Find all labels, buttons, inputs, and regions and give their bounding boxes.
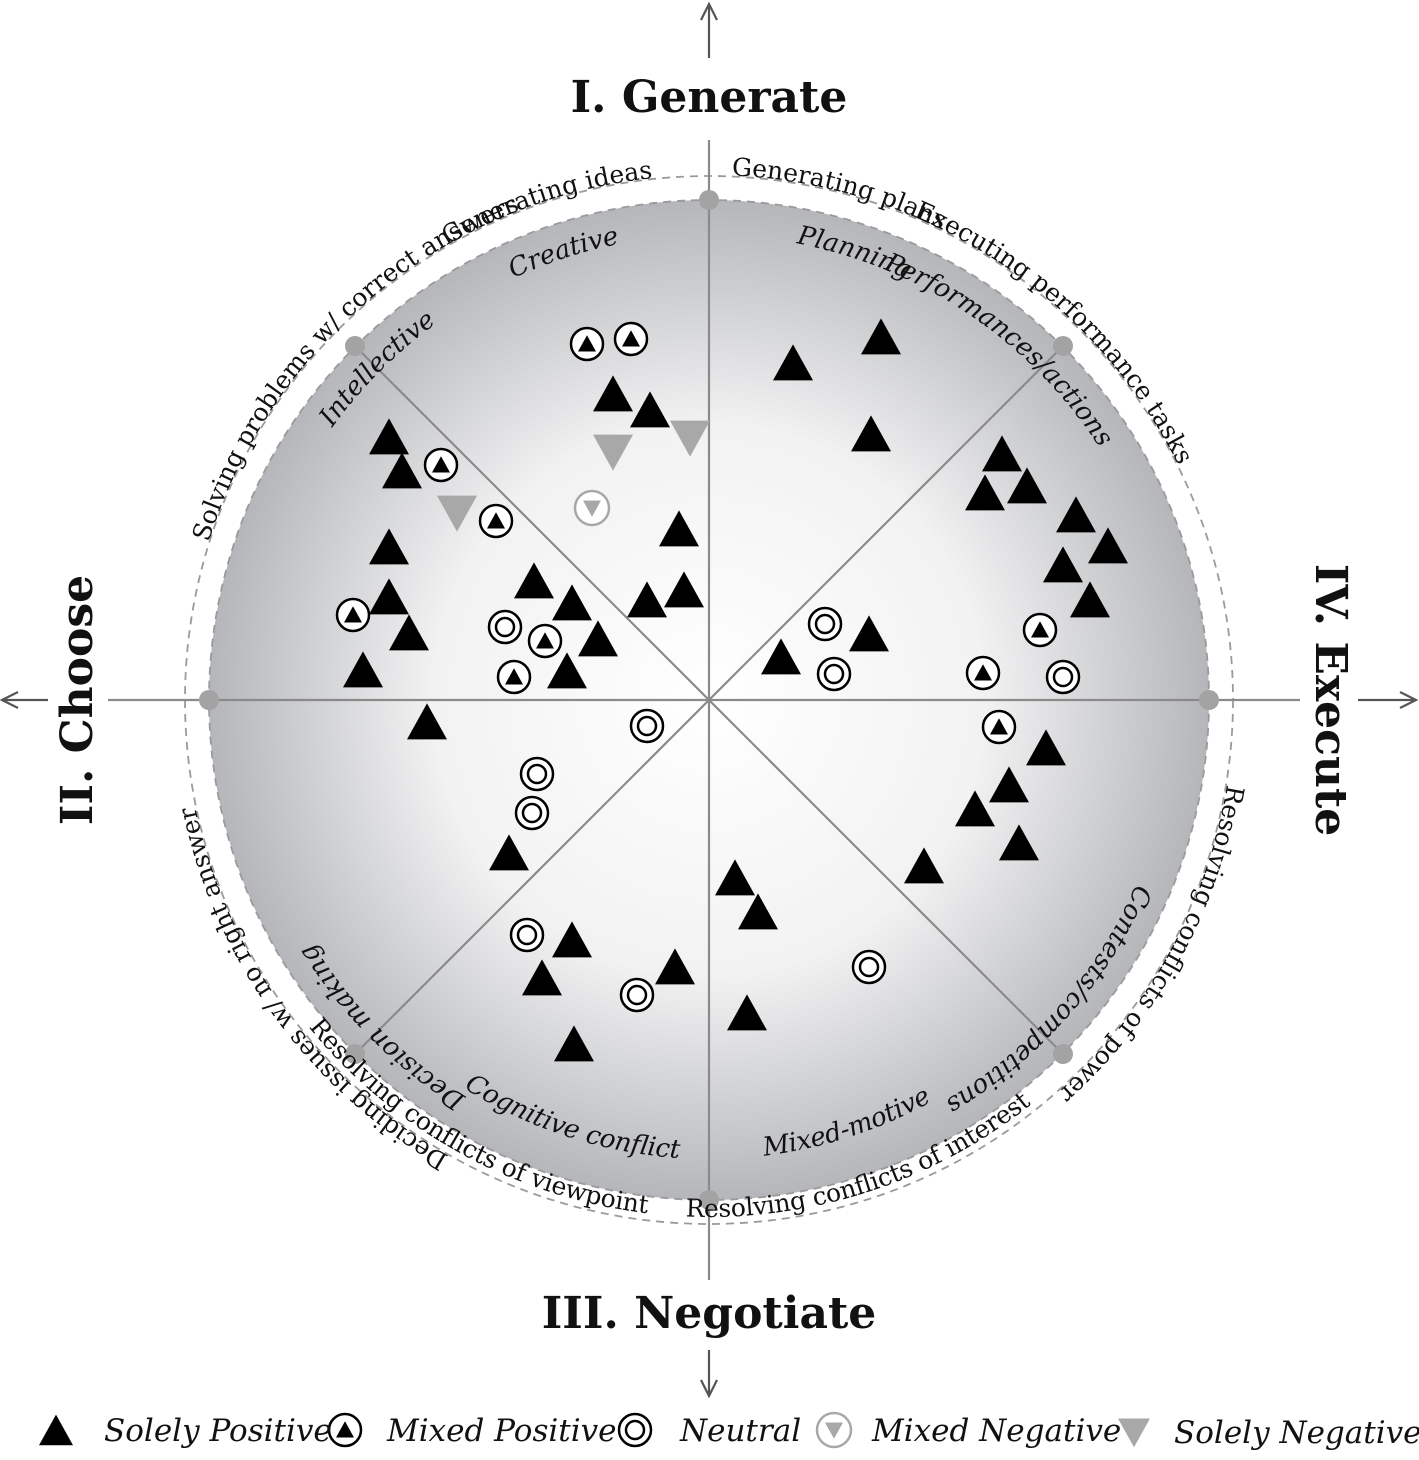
marker-solely-positive — [904, 847, 944, 884]
marker-solely-positive — [861, 318, 901, 355]
legend-label-mixed-negative: Mixed Negative — [871, 1413, 1121, 1449]
marker-solely-negative — [670, 420, 710, 457]
marker-mixed-positive — [327, 1412, 363, 1448]
node — [345, 336, 365, 356]
axes — [108, 140, 1300, 1280]
marker-solely-positive — [522, 959, 562, 996]
quadrant-title-generate: I. Generate — [571, 72, 848, 123]
marker-solely-negative — [1118, 1418, 1150, 1448]
marker-solely-positive — [489, 834, 529, 871]
marker-solely-positive — [989, 766, 1029, 803]
marker-solely-positive — [552, 584, 592, 621]
legend-label-neutral: Neutral — [679, 1413, 801, 1449]
marker-solely-positive — [514, 562, 554, 599]
marker-solely-positive — [578, 620, 618, 657]
marker-solely-positive — [849, 615, 889, 652]
marker-mixed-positive — [423, 447, 459, 483]
node — [345, 1044, 365, 1064]
marker-solely-positive — [715, 859, 755, 896]
marker-solely-positive — [627, 581, 667, 618]
marker-neutral — [617, 1412, 653, 1448]
legend-label-solely-positive: Solely Positive — [104, 1413, 332, 1449]
marker-neutral — [619, 977, 655, 1013]
study-markers — [335, 318, 1128, 1062]
marker-solely-positive — [655, 948, 695, 985]
marker-solely-negative — [437, 495, 477, 532]
quadrant-title-choose: II. Choose — [52, 575, 103, 825]
node — [1053, 1044, 1073, 1064]
marker-solely-positive — [369, 578, 409, 615]
marker-neutral — [509, 917, 545, 953]
marker-neutral — [816, 656, 852, 692]
marker-neutral — [519, 756, 555, 792]
marker-solely-positive — [965, 474, 1005, 511]
marker-solely-positive — [982, 435, 1022, 472]
legend-label-solely-negative: Solely Negative — [1174, 1415, 1419, 1451]
marker-solely-positive — [773, 344, 813, 381]
marker-mixed-negative — [815, 1411, 853, 1449]
quadrant-title-negotiate: III. Negotiate — [542, 1288, 877, 1339]
marker-solely-positive — [761, 638, 801, 675]
marker-neutral — [629, 708, 665, 744]
marker-neutral — [851, 949, 887, 985]
marker-solely-positive — [999, 824, 1039, 861]
marker-solely-positive — [593, 375, 633, 412]
marker-solely-positive — [39, 1414, 73, 1446]
marker-solely-positive — [664, 571, 704, 608]
diagonal-ne-sw — [354, 345, 1064, 1055]
marker-solely-positive — [1088, 527, 1128, 564]
marker-solely-positive — [630, 391, 670, 428]
marker-solely-positive — [1043, 546, 1083, 583]
marker-solely-positive — [369, 418, 409, 455]
marker-solely-positive — [738, 893, 778, 930]
marker-solely-positive — [1056, 496, 1096, 533]
quadrant-title-execute: IV. Execute — [1305, 564, 1356, 837]
marker-neutral — [487, 609, 523, 645]
marker-solely-positive — [343, 651, 383, 688]
marker-mixed-positive — [613, 321, 649, 357]
node — [699, 190, 719, 210]
node — [1199, 690, 1219, 710]
node — [1053, 336, 1073, 356]
marker-mixed-positive — [965, 655, 1001, 691]
marker-solely-positive — [552, 921, 592, 958]
marker-solely-positive — [407, 703, 447, 740]
marker-solely-positive — [1070, 581, 1110, 618]
marker-solely-positive — [382, 452, 422, 489]
marker-solely-positive — [369, 528, 409, 565]
node — [199, 690, 219, 710]
legend: Solely Positive Mixed Positive Neutral M… — [39, 1411, 1419, 1451]
marker-neutral — [807, 606, 843, 642]
marker-solely-positive — [554, 1025, 594, 1062]
marker-solely-positive — [1026, 729, 1066, 766]
marker-mixed-positive — [335, 597, 371, 633]
marker-solely-positive — [1007, 467, 1047, 504]
marker-mixed-positive — [569, 326, 605, 362]
marker-solely-positive — [851, 415, 891, 452]
marker-neutral — [514, 795, 550, 831]
marker-solely-positive — [389, 614, 429, 651]
direction-arrows — [2, 4, 1416, 1396]
marker-mixed-negative — [573, 489, 611, 527]
marker-solely-positive — [547, 652, 587, 689]
legend-symbols — [39, 1411, 1150, 1449]
marker-mixed-positive — [1022, 612, 1058, 648]
marker-mixed-positive — [478, 503, 514, 539]
marker-solely-negative — [593, 434, 633, 471]
node — [699, 1190, 719, 1210]
legend-label-mixed-positive: Mixed Positive — [386, 1413, 617, 1449]
marker-mixed-positive — [527, 623, 563, 659]
sector-nodes — [199, 190, 1219, 1210]
marker-solely-positive — [955, 790, 995, 827]
marker-neutral — [1045, 659, 1081, 695]
marker-solely-positive — [727, 994, 767, 1031]
marker-mixed-positive — [981, 709, 1017, 745]
marker-solely-positive — [659, 510, 699, 547]
marker-mixed-positive — [496, 659, 532, 695]
